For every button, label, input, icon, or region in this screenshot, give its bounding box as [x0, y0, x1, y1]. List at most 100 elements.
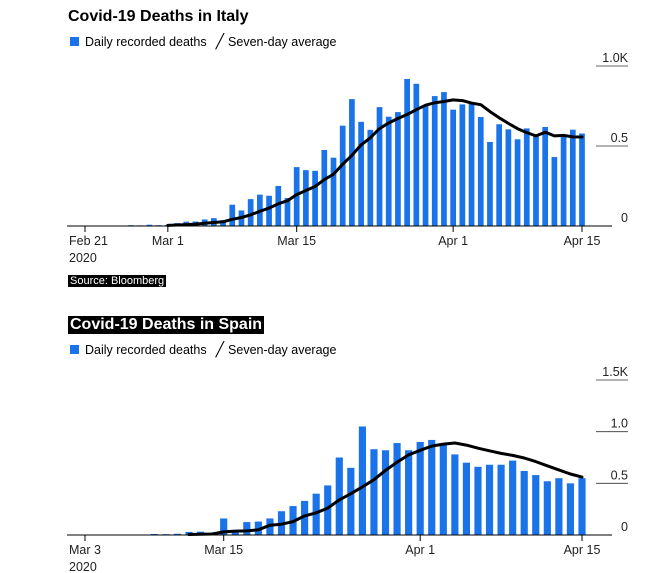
italy-y-tick-label: 0.5 — [611, 131, 628, 145]
spain-bar — [405, 450, 413, 535]
line-swatch-icon: ╱ — [215, 341, 225, 357]
italy-y-tick-label: 1.0K — [602, 51, 628, 65]
spain-x-tick-label: Mar 3 — [69, 543, 101, 557]
italy-bar — [459, 104, 466, 226]
italy-bar — [533, 134, 539, 226]
italy-y-tick-label: 0 — [621, 211, 628, 225]
italy-bar — [385, 116, 392, 226]
spain-bar — [520, 470, 528, 535]
italy-bar — [376, 107, 383, 226]
italy-bar — [349, 99, 355, 226]
italy-bar — [560, 135, 567, 226]
spain-bar — [381, 450, 390, 535]
spain-x-tick-label: 2020 — [69, 560, 97, 573]
spain-bar — [231, 530, 239, 535]
italy-legend-bars: Daily recorded deaths — [85, 34, 207, 49]
spain-y-tick-label: 1.5K — [602, 365, 628, 379]
italy-chart-title: Covid-19 Deaths in Italy — [68, 8, 249, 25]
spain-bar — [543, 481, 551, 535]
italy-x-tick-label: Mar 1 — [152, 234, 184, 248]
spain-y-tick-label: 1.0 — [611, 417, 628, 431]
italy-average-line — [166, 98, 584, 227]
italy-bar — [542, 126, 549, 226]
italy-x-tick-label: Feb 21 — [69, 234, 108, 248]
spain-x-tick-label: Apr 15 — [564, 543, 601, 557]
spain-bar — [301, 500, 309, 535]
spain-bar — [509, 460, 517, 535]
spain-bar — [578, 478, 586, 535]
spain-y-tick-label: 0 — [621, 520, 628, 534]
italy-bar — [514, 139, 521, 226]
italy-bar — [413, 83, 420, 226]
spain-bar — [555, 478, 563, 535]
italy-bar — [146, 224, 153, 226]
italy-bar — [247, 199, 254, 226]
spain-legend-line: Seven-day average — [228, 342, 337, 357]
spain-bar — [497, 464, 505, 535]
italy-bar — [330, 157, 337, 226]
italy-bar — [321, 150, 328, 226]
spain-bar — [428, 439, 436, 535]
italy-bar — [569, 129, 576, 226]
italy-bar — [551, 157, 558, 226]
italy-chart: 0 0.5 1.0K Feb 21 2020 Mar 1 Mar 15 Apr 1 Apr 15 — [67, 51, 629, 265]
italy-bar — [293, 167, 300, 226]
spain-bar — [393, 443, 401, 535]
spain-y-tick-label: 0.5 — [611, 468, 628, 482]
spain-bar — [439, 444, 447, 535]
spain-bar — [220, 518, 228, 535]
spain-bar — [566, 483, 575, 535]
spain-legend-bars: Daily recorded deaths — [85, 342, 207, 357]
source-note: Source: Bloomberg — [68, 275, 167, 287]
italy-bar — [422, 105, 429, 226]
italy-bar — [395, 112, 401, 226]
italy-bar — [487, 142, 493, 226]
spain-bar — [416, 442, 424, 535]
spain-x-tick-label: Apr 1 — [405, 543, 435, 557]
italy-bar — [367, 129, 374, 226]
spain-bar — [474, 466, 482, 535]
italy-x-tick-label: 2020 — [69, 251, 97, 265]
spain-bar — [243, 522, 251, 535]
italy-bar — [229, 204, 236, 226]
italy-bar — [275, 186, 282, 226]
italy-bar — [505, 129, 512, 226]
italy-bar — [431, 96, 438, 226]
italy-bar — [450, 109, 457, 226]
spain-bar — [370, 449, 378, 535]
spain-bar — [335, 457, 343, 535]
spain-chart: 0 0.5 1.0 1.5K Mar 3 2020 Mar 15 Apr 1 Apr 15 — [67, 365, 629, 573]
italy-x-tick-label: Apr 1 — [438, 234, 468, 248]
italy-bar — [496, 124, 503, 226]
line-swatch-icon: ╱ — [215, 33, 225, 49]
spain-bar — [532, 475, 540, 535]
spain-chart-title: Covid-19 Deaths in Spain — [68, 316, 265, 334]
italy-bar — [339, 125, 346, 226]
italy-bar — [579, 133, 585, 226]
spain-bar — [347, 467, 355, 535]
spain-bar — [324, 485, 332, 535]
italy-bar — [441, 92, 447, 226]
italy-x-tick-label: Mar 15 — [277, 234, 316, 248]
spain-average-line — [187, 441, 584, 536]
italy-bar — [358, 121, 364, 226]
spain-bar — [485, 464, 494, 535]
spain-legend: Daily recorded deaths ╱ Seven-day averag… — [70, 341, 336, 358]
italy-bar — [284, 198, 291, 226]
spain-bar — [358, 426, 366, 535]
spain-bar — [150, 533, 158, 535]
spain-bar — [451, 454, 459, 535]
italy-legend: Daily recorded deaths ╱ Seven-day averag… — [70, 33, 336, 50]
spain-x-tick-label: Mar 15 — [204, 543, 243, 557]
italy-bar — [312, 170, 318, 226]
italy-bar — [477, 117, 484, 226]
italy-bar — [266, 195, 272, 226]
italy-bar — [523, 128, 530, 226]
italy-legend-line: Seven-day average — [228, 34, 337, 49]
italy-x-tick-label: Apr 15 — [564, 234, 601, 248]
bar-swatch-icon — [70, 345, 79, 354]
spain-bar — [173, 533, 182, 535]
italy-bar — [303, 170, 309, 226]
bar-swatch-icon — [70, 37, 79, 46]
italy-bar — [468, 103, 475, 226]
